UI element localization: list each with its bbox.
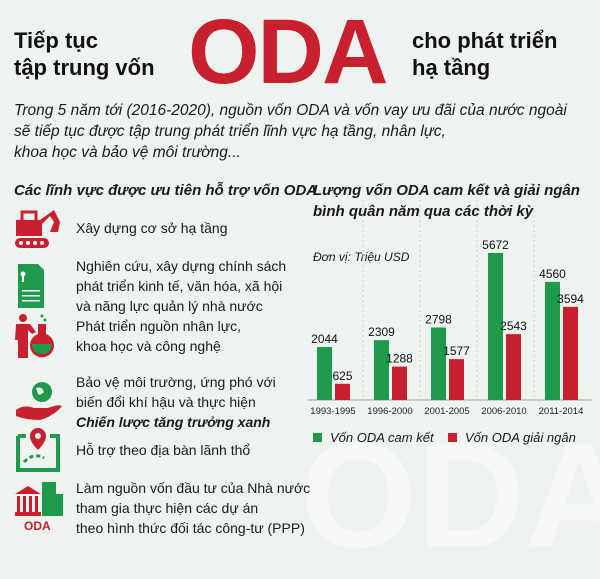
x-tick-label: 1993-1995 [310,406,355,417]
chart-title-line: bình quân năm qua các thời kỳ [313,203,534,220]
data-label: 2543 [500,319,527,333]
item-text: Hỗ trợ theo địa bàn lãnh thổ [76,442,251,458]
item-text: Nghiên cứu, xây dựng chính sách [76,258,287,274]
title-oda: ODA [188,1,388,103]
data-label: 3594 [557,292,584,306]
legend-item-disbursed: Vốn ODA giải ngân [448,430,576,445]
bar-committed [488,253,503,400]
title-left-line: tập trung vốn [14,55,155,80]
x-tick-label: 1996-2000 [367,406,412,417]
priority-item: Xây dựng cơ sở hạ tầng [14,206,314,250]
bar-disbursed [563,306,578,400]
item-text: Xây dựng cơ sở hạ tầng [76,220,228,236]
title-right: cho phát triển hạ tầng [412,27,557,81]
priority-item: ODA Làm nguồn vốn đầu tư của Nhà nước th… [14,478,314,538]
intro-text: Trong 5 năm tới (2016-2020), nguồn vốn O… [14,100,594,163]
intro-line: khoa học và bảo vệ môi trường... [14,144,241,161]
intro-line: Trong 5 năm tới (2016-2020), nguồn vốn O… [14,102,567,119]
legend-label: Vốn ODA cam kết [330,430,434,445]
data-label: 625 [332,369,352,383]
bar-committed [374,340,389,400]
bar-chart: 2044 625 1993-1995 2309 1288 1996-2000 2798 157… [308,200,592,417]
document-icon [18,264,44,308]
priority-item: Hỗ trợ theo địa bàn lãnh thổ [14,428,314,472]
title-right-line: cho phát triển [412,28,558,53]
item-text: biến đổi khí hậu và thực hiện [76,394,256,410]
x-tick-label: 2011-2014 [539,406,584,417]
data-label: 2044 [311,332,338,346]
x-tick-label: 2006-2010 [481,406,526,417]
bar-disbursed [392,366,407,400]
title-right-line: hạ tầng [412,55,491,80]
item-text: khoa học và công nghệ [76,338,221,354]
priority-item: Nghiên cứu, xây dựng chính sách phát tri… [14,256,314,316]
data-label: 1288 [386,352,413,366]
bar-disbursed [449,359,464,400]
priority-item: Bảo vệ môi trường, ứng phó với biến đổi … [14,372,314,432]
intro-line: sẽ tiếp tục được tập trung phát triển lĩ… [14,123,446,140]
item-text: Phát triển nguồn nhân lực, [76,318,242,334]
hand-globe-icon [16,382,62,420]
bar-disbursed [335,383,350,400]
data-label: 1577 [443,344,470,358]
map-pin-icon [16,428,60,472]
priorities-heading: Các lĩnh vực được ưu tiên hỗ trợ vốn ODA [14,182,318,199]
title-left: Tiếp tục tập trung vốn [14,27,155,81]
legend-swatch [313,433,322,442]
item-emphasis: Chiến lược tăng trưởng xanh [76,414,271,430]
priority-item: Phát triển nguồn nhân lực, khoa học và c… [14,314,314,358]
bar-committed [317,347,332,400]
scientist-flask-icon [15,314,55,358]
data-label: 4560 [539,267,566,281]
item-text: Làm nguồn vốn đầu tư của Nhà nước [76,480,311,496]
icon-oda-label: ODA [24,519,51,533]
bank-building-icon: ODA [14,480,64,536]
item-text: Bảo vệ môi trường, ứng phó với [76,374,276,390]
x-tick-label: 2001-2005 [424,406,469,417]
title-left-line: Tiếp tục [14,28,98,53]
bar-committed [431,327,446,400]
legend-item-committed: Vốn ODA cam kết [313,430,434,445]
chart-title-line: Lượng vốn ODA cam kết và giải ngân [313,182,580,199]
item-text: tham gia thực hiện các dự án [76,500,259,516]
legend-label: Vốn ODA giải ngân [465,430,576,445]
bar-committed [545,281,560,400]
legend-swatch [448,433,457,442]
item-text: và năng lực quản lý nhà nước [76,298,263,314]
item-text: phát triển kinh tế, văn hóa, xã hội [76,278,283,294]
excavator-icon [15,210,60,248]
item-text: theo hình thức đối tác công-tư (PPP) [76,520,305,536]
bar-disbursed [506,334,521,400]
data-label: 5672 [482,238,509,252]
data-label: 2309 [368,325,395,339]
chart-title: Lượng vốn ODA cam kết và giải ngân bình … [313,180,580,222]
chart-unit-label: Đơn vị: Triệu USD [313,250,410,264]
data-label: 2798 [425,312,452,326]
